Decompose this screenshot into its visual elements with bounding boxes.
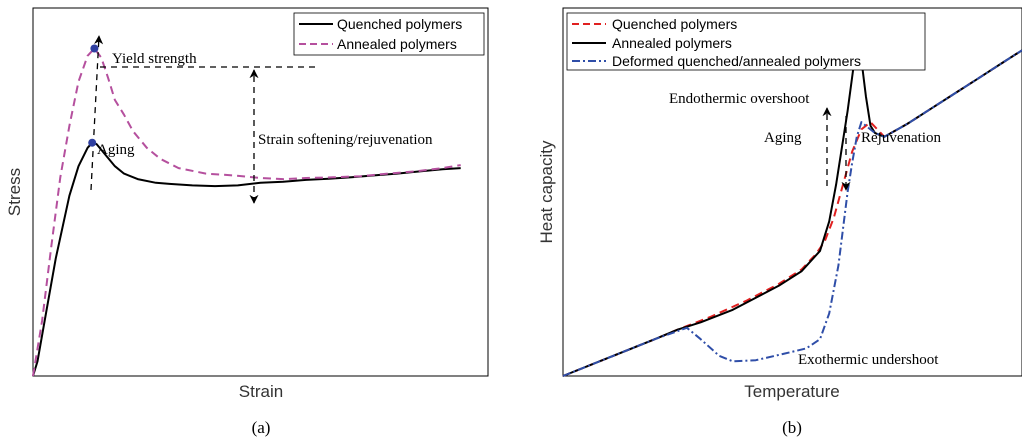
panel-b-ylabel: Heat capacity [537,140,556,243]
panel-a: Yield strength Aging Strain softening/re… [5,7,489,437]
annotation-exothermic-undershoot: Exothermic undershoot [798,352,939,368]
panel-b-series-line-0 [562,49,1022,377]
annotation-aging: Aging [97,142,135,158]
annotation-strain-softening: Strain softening/rejuvenation [258,132,433,148]
annotation-yield-strength: Yield strength [112,51,197,67]
panel-b-legend-box [566,12,926,71]
panel-b: Endothermic overshoot Aging Rejuvenation… [537,7,1022,437]
panel-a-series-line-1 [32,47,461,377]
panel-a-legend: Quenched polymers Annealed polymers [293,12,485,56]
panel-b-legend: Quenched polymers Annealed polymers Defo… [566,12,926,71]
panel-b-series-layer [562,40,1022,377]
panel-a-series-layer [32,47,461,377]
panel-a-marker-layer [88,44,99,147]
aging-arrow [90,35,104,191]
legend-label-deformed: Deformed quenched/annealed polymers [612,53,861,69]
legend-label-annealed: Annealed polymers [337,36,457,52]
annotation-rejuvenation: Rejuvenation [861,130,941,146]
panel-a-xlabel: Strain [239,382,283,401]
panel-b-caption: (b) [782,418,802,437]
panel-a-point-marker-1 [90,44,99,53]
panel-a-legend-box [293,12,485,56]
legend-label-quenched-b: Quenched polymers [612,16,737,32]
annotation-endothermic-overshoot: Endothermic overshoot [669,91,810,107]
panel-a-point-marker-0 [88,138,97,147]
legend-label-quenched: Quenched polymers [337,16,462,32]
legend-label-annealed-b: Annealed polymers [612,35,732,51]
panel-a-series-line-0 [32,141,461,377]
annotation-aging-b: Aging [764,130,802,146]
panel-a-caption: (a) [252,418,271,437]
panel-a-ylabel: Stress [5,168,24,216]
panel-a-plot-frame [32,7,489,377]
panel-b-series-line-1 [562,40,1022,377]
panel-b-plot-frame [562,7,1022,377]
panel-b-xlabel: Temperature [744,382,839,401]
